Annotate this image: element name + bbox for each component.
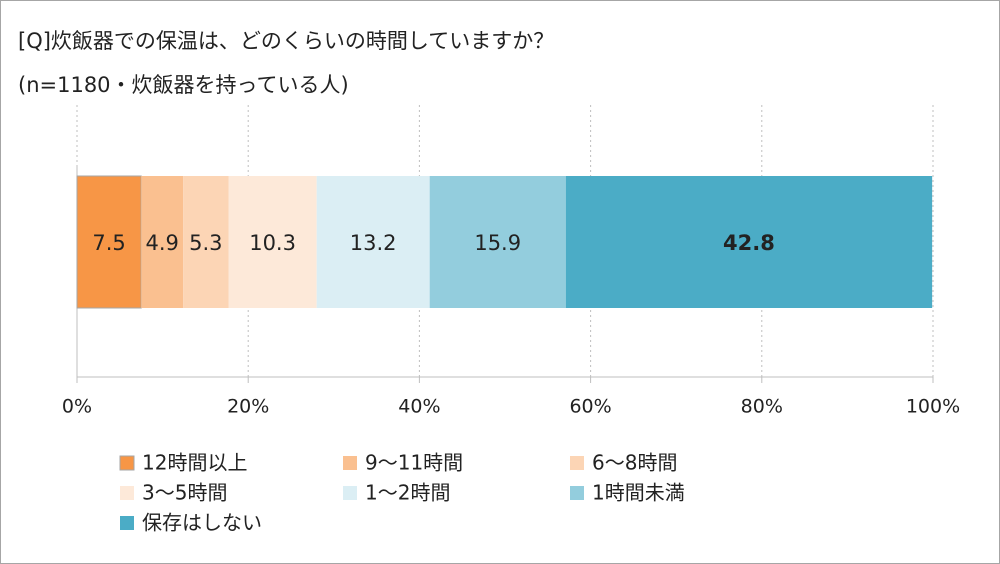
legend-label: 1～2時間	[365, 481, 450, 505]
legend-label: 6～8時間	[592, 451, 677, 475]
value-label: 5.3	[189, 231, 222, 255]
value-label: 13.2	[350, 231, 397, 255]
value-label: 10.3	[249, 231, 296, 255]
chart-title: [Q]炊飯器での保温は、どのくらいの時間していますか？	[18, 29, 554, 53]
bar-segment	[141, 176, 184, 308]
bar-segment	[429, 176, 566, 308]
legend-swatch	[570, 456, 584, 470]
legend-label: 保存はしない	[142, 511, 262, 535]
legend-swatch	[120, 486, 134, 500]
bar-segment	[183, 176, 229, 308]
x-tick-label: 100%	[906, 396, 960, 418]
chart-subtitle: (n=1180・炊飯器を持っている人)	[18, 73, 349, 97]
legend-label: 12時間以上	[142, 451, 247, 475]
legend-swatch	[570, 486, 584, 500]
x-tick-label: 0%	[62, 396, 92, 418]
bar-segment	[228, 176, 317, 308]
value-label: 4.9	[145, 231, 178, 255]
legend-swatch	[343, 486, 357, 500]
x-tick-label: 40%	[398, 396, 440, 418]
legend-label: 3～5時間	[142, 481, 227, 505]
legend-label: 9～11時間	[365, 451, 463, 475]
legend-swatch	[119, 455, 135, 471]
legend-swatch	[120, 516, 134, 530]
x-tick-label: 80%	[741, 396, 783, 418]
bar-segment	[565, 176, 933, 308]
value-label: 7.5	[92, 231, 125, 255]
value-label: 15.9	[474, 231, 521, 255]
legend-swatch	[343, 456, 357, 470]
x-tick-label: 60%	[569, 396, 611, 418]
legend-label: 1時間未満	[592, 481, 685, 505]
value-label: 42.8	[723, 231, 775, 255]
x-tick-label: 20%	[227, 396, 269, 418]
bar-segment	[316, 176, 430, 308]
